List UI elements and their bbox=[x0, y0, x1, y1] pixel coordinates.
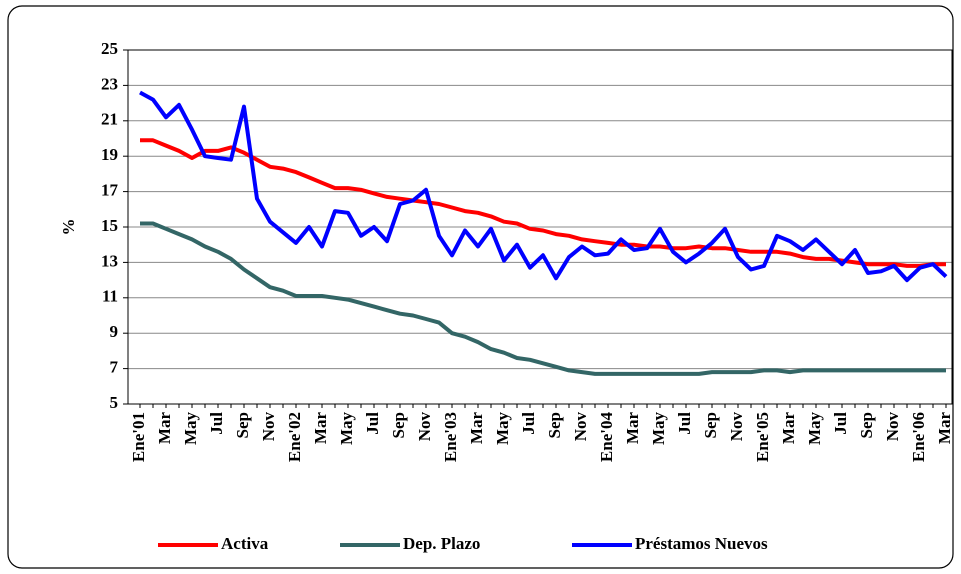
chart-frame bbox=[7, 5, 954, 569]
x-tick-label: Ene'03 bbox=[441, 412, 460, 462]
x-tick-label: Mar bbox=[467, 412, 486, 445]
x-tick-label: Ene'05 bbox=[753, 412, 772, 462]
x-tick-label: Ene'01 bbox=[129, 412, 148, 462]
y-tick-label: 15 bbox=[101, 216, 118, 235]
x-tick-label: Sep bbox=[857, 412, 876, 438]
legend-label: Préstamos Nuevos bbox=[635, 534, 768, 553]
y-tick-label: 21 bbox=[101, 110, 118, 129]
y-axis-label: % bbox=[59, 219, 78, 236]
x-tick-label: May bbox=[805, 412, 824, 446]
x-tick-label: May bbox=[493, 412, 512, 446]
x-tick-label: Nov bbox=[727, 412, 746, 442]
x-tick-label: Jul bbox=[519, 412, 538, 435]
x-tick-label: Jul bbox=[363, 412, 382, 435]
series-line bbox=[140, 138, 946, 268]
x-tick-label: May bbox=[649, 412, 668, 446]
x-tick-label: Ene'02 bbox=[285, 412, 304, 462]
y-tick-label: 23 bbox=[101, 74, 118, 93]
y-tick-label: 5 bbox=[110, 393, 119, 412]
x-tick-label: Nov bbox=[259, 412, 278, 442]
x-tick-label: Jul bbox=[207, 412, 226, 435]
x-tick-label: Jul bbox=[831, 412, 850, 435]
x-tick-label: Mar bbox=[155, 412, 174, 445]
x-tick-label: Ene'06 bbox=[909, 412, 928, 462]
series-line bbox=[140, 221, 946, 376]
x-tick-label: May bbox=[337, 412, 356, 446]
y-tick-label: 13 bbox=[101, 251, 118, 270]
plot-area bbox=[127, 49, 953, 405]
legend-label: Activa bbox=[221, 534, 269, 553]
x-tick-label: Mar bbox=[779, 412, 798, 445]
x-tick-label: Sep bbox=[389, 412, 408, 438]
x-tick-label: Sep bbox=[701, 412, 720, 438]
x-tick-label: Sep bbox=[545, 412, 564, 438]
x-tick-label: Mar bbox=[935, 412, 954, 445]
y-tick-label: 9 bbox=[110, 322, 119, 341]
x-tick-label: Nov bbox=[571, 412, 590, 442]
x-tick-label: May bbox=[181, 412, 200, 446]
y-tick-label: 25 bbox=[101, 39, 118, 58]
y-tick-label: 17 bbox=[101, 181, 119, 200]
series-line bbox=[139, 90, 948, 283]
y-tick-label: 11 bbox=[102, 287, 118, 306]
legend-label: Dep. Plazo bbox=[403, 534, 480, 553]
x-tick-label: Ene'04 bbox=[597, 412, 616, 463]
x-tick-label: Sep bbox=[233, 412, 252, 438]
x-tick-label: Jul bbox=[675, 412, 694, 435]
y-tick-label: 19 bbox=[101, 145, 118, 164]
x-tick-label: Nov bbox=[883, 412, 902, 442]
x-tick-label: Nov bbox=[415, 412, 434, 442]
x-tick-label: Mar bbox=[311, 412, 330, 445]
x-tick-label: Mar bbox=[623, 412, 642, 445]
y-tick-label: 7 bbox=[110, 358, 119, 377]
